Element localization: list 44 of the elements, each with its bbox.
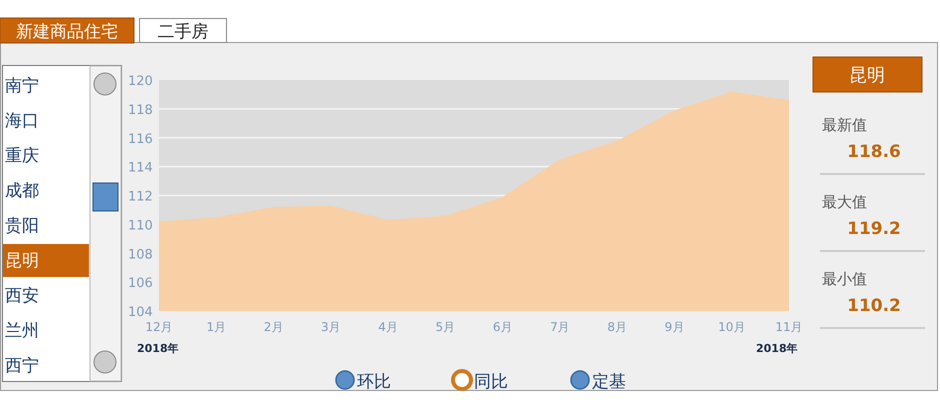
text: 成都 [5,181,39,201]
text: 110.2 [847,296,901,316]
text: 119.2 [847,219,901,239]
text: 二手房 [158,22,208,42]
x-tick-label: 8月 [607,320,627,334]
text: 西宁 [5,356,39,376]
x-tick-label: 3月 [321,320,341,334]
text: 重庆 [5,146,39,166]
y-tick-label: 118 [128,102,153,118]
x-tick-label: 5月 [436,320,456,334]
x-tick-label: 11月 [775,320,803,334]
text: 西安 [5,286,39,306]
y-tick-label: 120 [128,74,153,89]
text: 昆明 [849,65,885,86]
x-tick-label: 9月 [664,320,684,334]
text: 定基 [592,372,626,392]
text: 2018年 [137,342,179,355]
y-tick-label: 104 [128,305,153,320]
text: 118.6 [847,142,901,162]
x-tick-label: 12月 [145,320,173,334]
y-tick-label: 110 [128,218,153,234]
text: 最小值 [822,270,867,288]
text: 贵阳 [5,216,39,236]
x-tick-label: 4月 [378,320,398,334]
text: 最大值 [822,193,867,211]
text: 兰州 [5,321,39,341]
text: 昆明 [5,251,39,271]
x-tick-label: 2月 [264,320,284,334]
text: 新建商品住宅 [16,22,118,42]
x-tick-label: 1月 [206,320,226,334]
text: 南宁 [5,76,39,96]
x-tick-label: 7月 [550,320,570,334]
text: 2018年 [756,342,798,355]
x-tick-label: 10月 [718,320,746,334]
y-tick-label: 112 [128,190,153,204]
x-tick-label: 6月 [492,320,512,334]
text: 同比 [474,372,508,392]
y-tick-label: 116 [128,132,153,147]
text: 最新值 [822,116,867,134]
y-tick-label: 106 [128,276,153,292]
text: 海口 [5,111,39,131]
text: 环比 [357,372,391,392]
y-tick-label: 108 [128,247,153,262]
y-tick-label: 114 [128,160,153,176]
